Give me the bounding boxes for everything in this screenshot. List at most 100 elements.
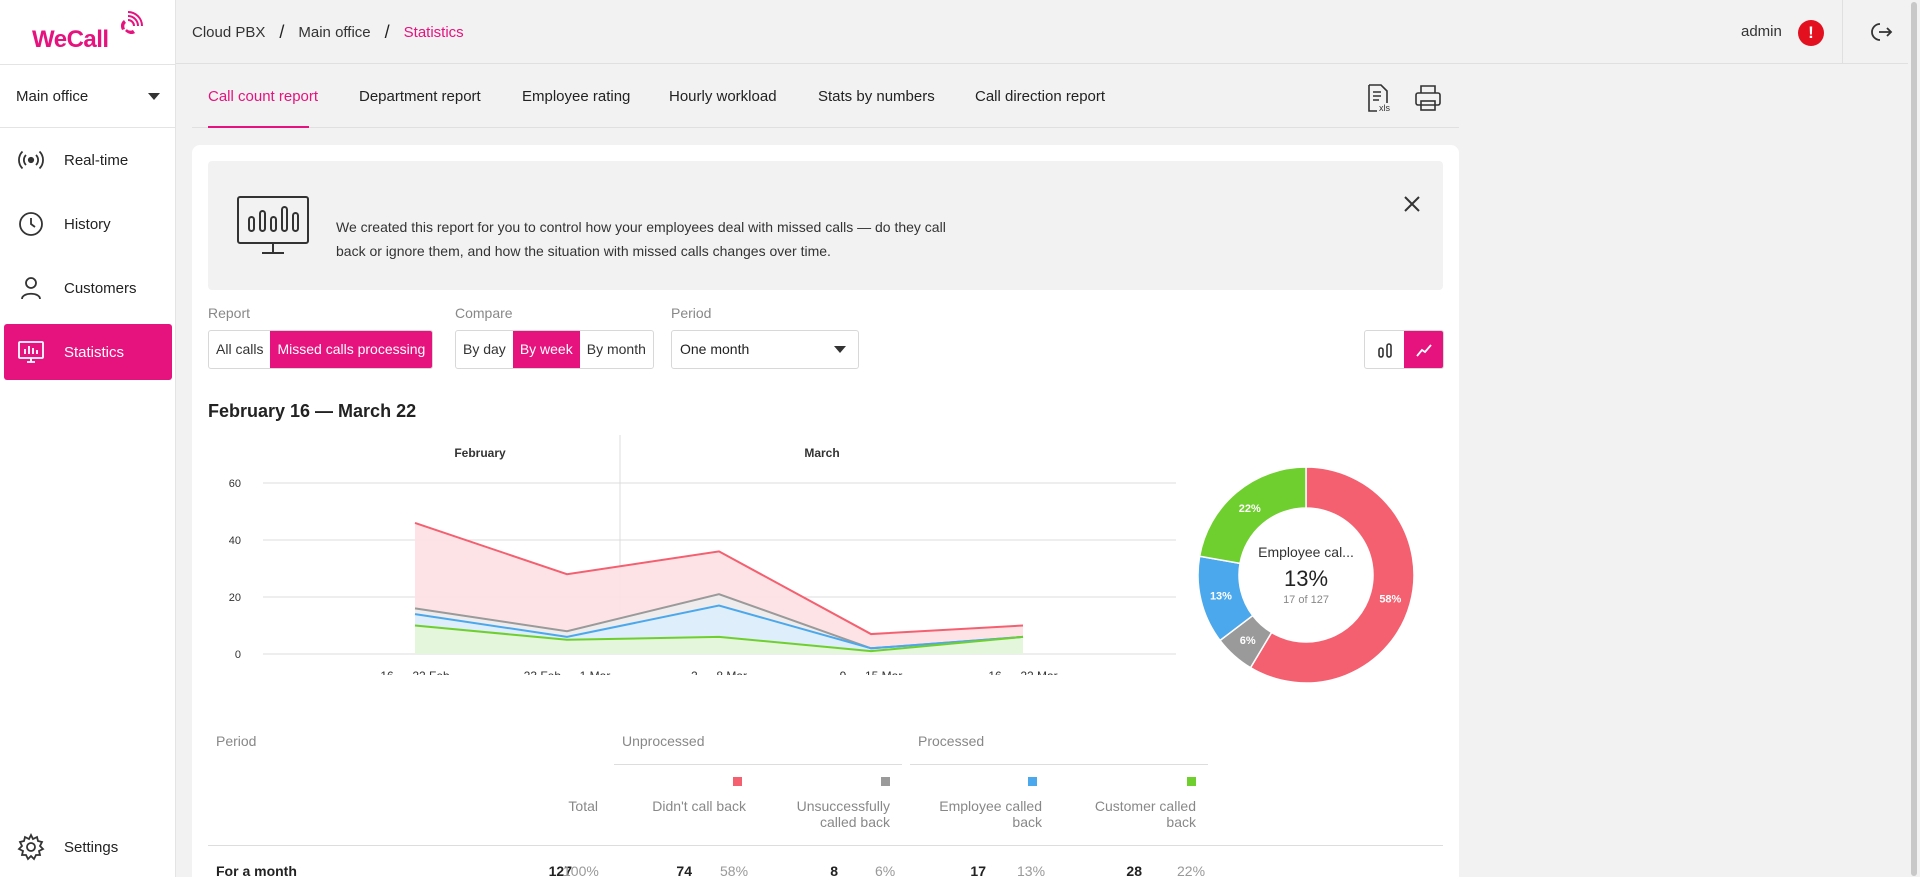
tab-department-report[interactable]: Department report xyxy=(359,88,481,105)
period-select[interactable]: One month xyxy=(671,330,859,369)
donut-chart: 58% 6% 13% 22% Employee cal... 13% 17 of 127 xyxy=(1197,466,1415,684)
unsuccessfully-called-back-swatch xyxy=(881,777,890,786)
sidebar-item-customers[interactable]: Customers xyxy=(4,260,172,316)
info-banner: We created this report for you to contro… xyxy=(208,161,1443,290)
unprocessed-divider xyxy=(614,764,902,765)
y-tick-label: 0 xyxy=(235,649,241,661)
banner-text: We created this report for you to contro… xyxy=(336,219,946,259)
report-label: Report xyxy=(208,305,251,321)
y-tick-label: 40 xyxy=(229,535,241,547)
period-header: Period xyxy=(216,733,257,749)
donut-center-percent: 13% xyxy=(1284,566,1328,591)
sidebar-item-realtime[interactable]: Real-time xyxy=(4,132,172,188)
x-tick-label: 23 Feb — 1 Mar xyxy=(524,669,611,675)
x-tick-label: 16 — 22 Feb xyxy=(380,669,450,675)
user-name[interactable]: admin xyxy=(1741,23,1782,40)
phone-signal-icon xyxy=(120,11,143,35)
compare-by-day-button[interactable]: By day xyxy=(463,341,506,357)
sidebar-item-label: History xyxy=(64,215,111,233)
breadcrumb-separator: / xyxy=(384,22,390,42)
slice-label: 58% xyxy=(1379,593,1401,605)
monitor-chart-icon xyxy=(237,196,309,254)
breadcrumb-statistics: Statistics xyxy=(403,24,464,41)
report-missed-calls-button[interactable]: Missed calls processing xyxy=(270,331,433,368)
sidebar-item-label: Real-time xyxy=(64,151,129,169)
compare-selector: By day By week By month xyxy=(455,330,654,369)
month-label: March xyxy=(804,446,839,460)
period-select-value: One month xyxy=(680,341,750,357)
x-tick-label: 16 — 22 Mar xyxy=(988,669,1057,675)
alert-icon[interactable]: ! xyxy=(1798,20,1824,46)
series-line xyxy=(414,521,1024,636)
tab-call-direction-report[interactable]: Call direction report xyxy=(975,88,1106,105)
sidebar-item-history[interactable]: History xyxy=(4,196,172,252)
cell-unsuccessfully-count: 8 xyxy=(830,863,838,877)
processed-divider xyxy=(910,764,1208,765)
table-row-label: For a month xyxy=(216,863,297,877)
employee-called-back-swatch xyxy=(1028,777,1037,786)
column-header-didnt-call-back: Didn't call back xyxy=(652,798,746,814)
report-all-calls-button[interactable]: All calls xyxy=(216,341,264,357)
print-icon[interactable] xyxy=(1412,82,1444,114)
table-header-divider xyxy=(208,845,1443,846)
cell-total-count: 127 xyxy=(548,863,572,877)
cell-employee-count: 17 xyxy=(970,863,986,877)
customer-called-back-swatch xyxy=(1187,777,1196,786)
cell-didnt-call-back-percent: 58% xyxy=(720,863,749,877)
sidebar-item-statistics[interactable]: Statistics xyxy=(4,324,172,380)
x-tick-label: 2 — 8 Mar xyxy=(691,669,747,675)
series-line xyxy=(414,624,1024,653)
office-selector[interactable]: Main office xyxy=(0,64,176,128)
tab-hourly-workload[interactable]: Hourly workload xyxy=(669,88,777,105)
top-bar: Cloud PBX / Main office / Statistics adm… xyxy=(176,0,1920,64)
report-tabs: Call count report Department report Empl… xyxy=(192,78,1459,128)
processed-header: Processed xyxy=(918,733,985,749)
y-tick-label: 60 xyxy=(229,478,241,490)
cell-customer-percent: 22% xyxy=(1177,863,1206,877)
monitor-chart-icon xyxy=(18,341,44,363)
svg-text:xls: xls xyxy=(1379,103,1390,113)
date-range-title: February 16 — March 22 xyxy=(208,401,417,421)
logout-button[interactable] xyxy=(1842,0,1920,64)
report-card: We created this report for you to contro… xyxy=(192,145,1459,877)
compare-by-week-button[interactable]: By week xyxy=(512,331,580,368)
scrollbar-thumb[interactable] xyxy=(1911,2,1917,876)
month-label: February xyxy=(454,446,506,460)
logout-icon xyxy=(1870,23,1892,41)
cell-customer-count: 28 xyxy=(1126,863,1142,877)
donut-slice xyxy=(1198,466,1307,565)
compare-by-month-button[interactable]: By month xyxy=(586,341,646,357)
donut-center-label: Employee cal... xyxy=(1258,544,1354,560)
donut-slice xyxy=(1249,466,1415,684)
breadcrumb-cloud-pbx[interactable]: Cloud PBX xyxy=(192,24,266,41)
sidebar-item-label: Settings xyxy=(64,838,119,856)
breadcrumb-main-office[interactable]: Main office xyxy=(298,24,371,41)
series-area xyxy=(415,625,1023,654)
wecall-logo[interactable]: WeCall xyxy=(32,10,144,54)
cell-didnt-call-back-count: 74 xyxy=(676,863,692,877)
didnt-call-back-swatch xyxy=(733,777,742,786)
bar-chart-icon xyxy=(1377,342,1392,358)
scrollbar[interactable] xyxy=(1908,0,1920,877)
bar-view-button[interactable] xyxy=(1365,331,1404,368)
tab-call-count-report[interactable]: Call count report xyxy=(208,78,318,128)
export-xls-icon[interactable]: xls xyxy=(1363,82,1395,114)
tab-employee-rating[interactable]: Employee rating xyxy=(522,88,631,105)
compare-label: Compare xyxy=(455,305,513,321)
series-area xyxy=(415,522,1023,654)
unprocessed-header: Unprocessed xyxy=(622,733,705,749)
chart-view-toggle xyxy=(1364,330,1444,369)
line-view-button[interactable] xyxy=(1404,331,1443,368)
cell-employee-percent: 13% xyxy=(1017,863,1046,877)
breadcrumb: Cloud PBX / Main office / Statistics xyxy=(192,22,464,43)
tab-stats-by-numbers[interactable]: Stats by numbers xyxy=(818,88,935,105)
y-tick-label: 20 xyxy=(229,592,241,604)
column-header-total: Total xyxy=(568,798,598,814)
slice-label: 22% xyxy=(1239,503,1261,515)
close-icon[interactable] xyxy=(1403,195,1421,213)
x-tick-label: 9 — 15 Mar xyxy=(840,669,903,675)
gear-icon xyxy=(17,832,45,861)
sidebar: WeCall Main office Real-time History Cus… xyxy=(0,0,176,877)
breadcrumb-separator: / xyxy=(279,22,285,42)
sidebar-item-settings[interactable]: Settings xyxy=(4,819,172,875)
